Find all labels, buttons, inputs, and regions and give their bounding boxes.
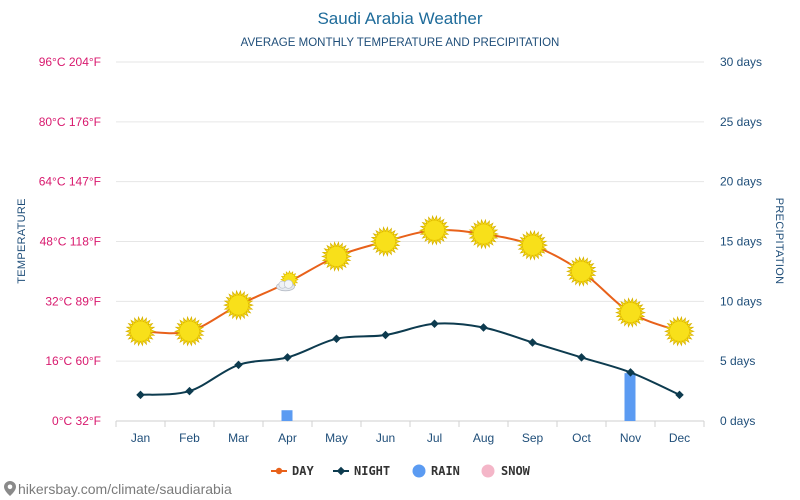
precipitation-bars	[281, 373, 636, 421]
left-tick-label: 96°C 204°F	[39, 55, 101, 69]
temperature-lines	[140, 228, 680, 396]
left-tick-label: 64°C 147°F	[39, 175, 101, 189]
legend-day-dot	[275, 467, 283, 475]
rain-bar	[624, 373, 636, 421]
sun-icon	[468, 218, 499, 250]
night-point	[430, 319, 439, 329]
legend-night-diamond	[336, 466, 346, 476]
right-tick-label: 10 days	[720, 294, 762, 308]
source-url: hikersbay.com/climate/saudiarabia	[18, 481, 232, 497]
night-point	[675, 390, 684, 400]
sun-icon	[370, 226, 401, 257]
left-tick-label: 32°C 89°F	[45, 294, 101, 308]
legend-rain-dot	[412, 464, 426, 478]
day-series-line	[140, 228, 680, 335]
legend-item-day[interactable]: DAY	[271, 464, 314, 478]
right-tick-label: 5 days	[720, 354, 755, 368]
legend-night-label: NIGHT	[354, 464, 390, 478]
chart-title: Saudi Arabia Weather	[317, 9, 482, 28]
x-tick-label: Feb	[179, 431, 200, 445]
sun-icon	[517, 229, 548, 261]
y-axis-title-left: TEMPERATURE	[16, 198, 28, 284]
legend: DAY NIGHT RAIN SNOW	[271, 464, 531, 478]
x-tick-label: Aug	[473, 431, 494, 445]
x-tick-label: Dec	[669, 431, 690, 445]
night-series-line	[140, 322, 680, 396]
legend-rain-label: RAIN	[431, 464, 460, 478]
night-point	[577, 353, 586, 362]
legend-item-night[interactable]: NIGHT	[333, 464, 390, 478]
x-tick-label: Jul	[427, 431, 442, 445]
left-tick-label: 80°C 176°F	[39, 115, 101, 129]
x-tick-label: May	[325, 431, 348, 445]
x-tick-label: Jun	[376, 431, 395, 445]
partly-cloudy-icon	[276, 270, 299, 292]
left-axis-ticks: 0°C 32°F 16°C 60°F 32°C 89°F 48°C 118°F 64°C…	[39, 55, 101, 428]
sun-icon	[321, 241, 352, 272]
legend-snow-label: SNOW	[501, 464, 531, 478]
right-tick-label: 30 days	[720, 55, 762, 69]
x-tick-label: Sep	[522, 431, 544, 445]
sun-icon	[615, 297, 646, 328]
sun-icon	[566, 256, 597, 287]
temperature-markers	[125, 214, 695, 400]
grid-lines	[115, 61, 705, 427]
x-tick-label: Jan	[131, 431, 150, 445]
left-tick-label: 48°C 118°F	[40, 235, 101, 249]
location-pin-icon	[4, 481, 16, 496]
legend-day-label: DAY	[292, 464, 314, 478]
legend-item-rain[interactable]: RAIN	[412, 464, 460, 478]
chart-subtitle: AVERAGE MONTHLY TEMPERATURE AND PRECIPIT…	[241, 37, 560, 49]
x-tick-label: Mar	[228, 431, 249, 445]
sun-icon	[223, 289, 254, 321]
sun-icon	[419, 214, 450, 246]
rain-bar	[281, 410, 293, 421]
x-axis-ticks: Jan Feb Mar Apr May Jun Jul Aug Sep Oct Nov Dec	[131, 431, 690, 445]
right-tick-label: 25 days	[720, 115, 762, 129]
night-point	[381, 330, 390, 340]
legend-snow-dot	[481, 464, 495, 478]
right-axis-ticks: 0 days 5 days 10 days 15 days 20 days 25 days…	[720, 55, 762, 428]
x-tick-label: Oct	[572, 431, 591, 445]
right-tick-label: 0 days	[720, 414, 755, 428]
left-tick-label: 0°C 32°F	[52, 414, 101, 428]
x-tick-label: Apr	[278, 431, 297, 445]
night-point	[234, 360, 243, 370]
x-tick-label: Nov	[620, 431, 641, 445]
night-point	[136, 390, 145, 400]
right-tick-label: 20 days	[720, 175, 762, 189]
night-point	[479, 323, 488, 332]
sun-icon	[125, 315, 156, 347]
sun-icon	[174, 315, 205, 347]
night-point	[528, 338, 537, 347]
sun-icon	[664, 315, 695, 347]
night-point	[626, 368, 635, 377]
right-tick-label: 15 days	[720, 235, 762, 249]
legend-item-snow[interactable]: SNOW	[481, 464, 531, 478]
night-point	[185, 386, 194, 396]
left-tick-label: 16°C 60°F	[45, 354, 101, 368]
source-link[interactable]: hikersbay.com/climate/saudiarabia	[4, 481, 232, 497]
night-point	[332, 334, 341, 343]
night-point	[283, 353, 292, 362]
y-axis-title-right: PRECIPITATION	[773, 198, 785, 285]
